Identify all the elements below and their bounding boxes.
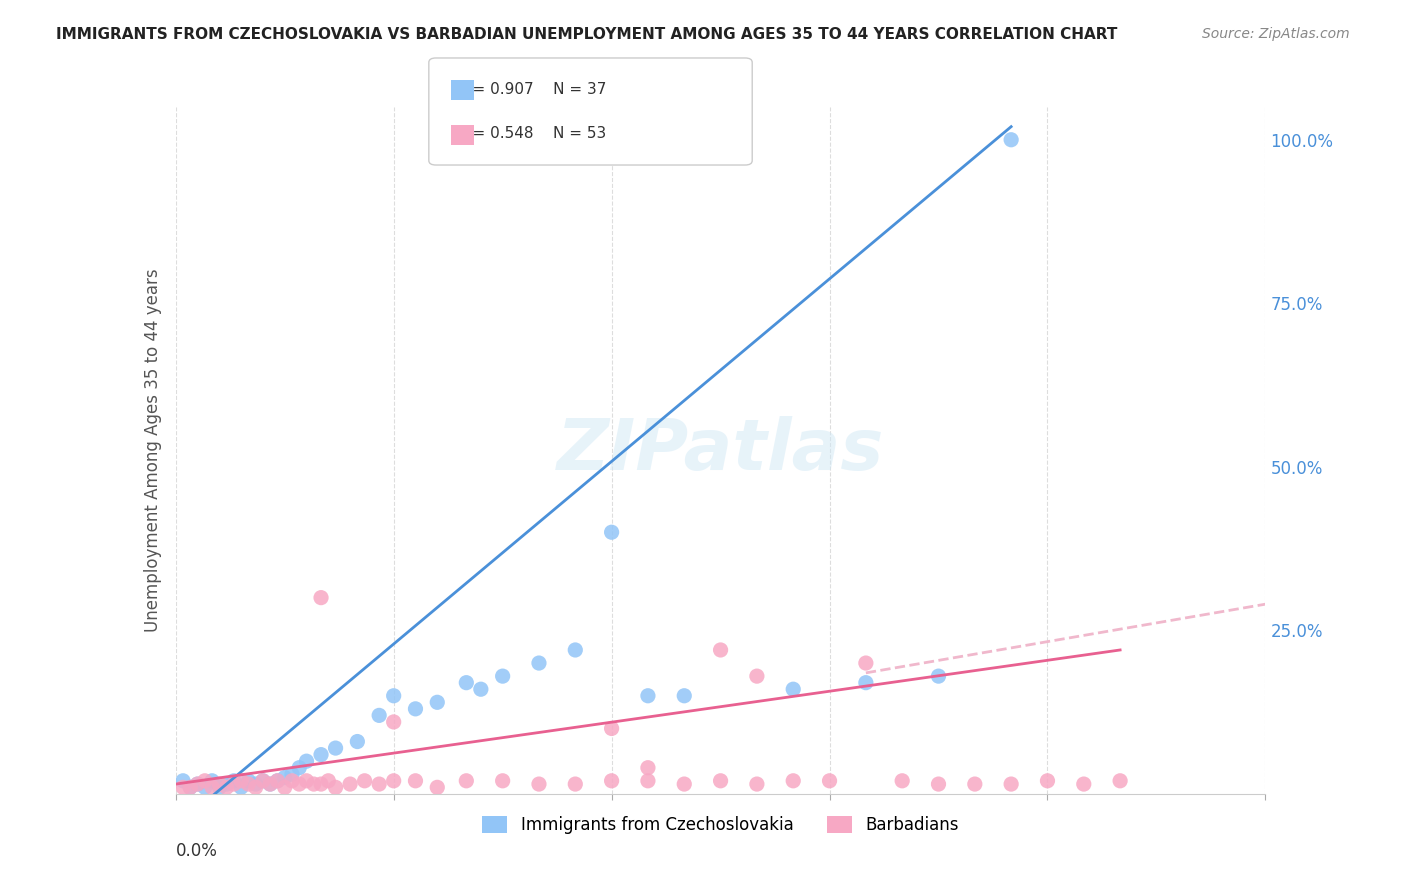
Point [564,643,586,657]
Point [281,767,304,781]
Point [600,722,623,736]
Y-axis label: Unemployment Among Ages 35 to 44 years: Unemployment Among Ages 35 to 44 years [143,268,162,632]
Point [456,773,478,788]
Point [368,777,391,791]
Point [673,689,696,703]
Point [368,708,391,723]
Point [201,773,224,788]
Point [855,675,877,690]
Point [231,780,253,795]
Point [405,702,427,716]
Point [215,780,238,795]
Point [637,773,659,788]
Point [527,656,550,670]
Point [309,777,332,791]
Point [710,773,733,788]
Point [928,669,950,683]
Point [281,773,304,788]
Point [426,695,449,709]
Point [295,773,318,788]
Point [295,754,318,768]
Point [346,734,368,748]
Point [215,777,238,791]
Point [238,777,260,791]
Point [172,773,194,788]
Point [288,761,311,775]
Point [1000,777,1022,791]
Point [382,689,405,703]
Point [564,777,586,791]
Point [266,773,288,788]
Point [222,777,245,791]
Text: ZIPatlas: ZIPatlas [557,416,884,485]
Point [456,675,478,690]
Point [855,656,877,670]
Point [186,777,209,791]
Point [891,773,914,788]
Point [266,773,288,788]
Point [179,780,201,795]
Text: R = 0.548    N = 53: R = 0.548 N = 53 [457,127,606,141]
Point [309,591,332,605]
Point [274,780,297,795]
Point [382,714,405,729]
Point [963,777,986,791]
Point [222,773,245,788]
Point [309,747,332,762]
Point [245,777,267,791]
Point [1073,777,1095,791]
Point [231,773,253,788]
Point [382,773,405,788]
Point [353,773,375,788]
Point [745,669,768,683]
Point [259,777,281,791]
Text: R = 0.907    N = 37: R = 0.907 N = 37 [457,82,606,96]
Point [745,777,768,791]
Point [339,777,361,791]
Point [782,773,804,788]
Point [238,773,260,788]
Point [274,771,297,785]
Point [818,773,841,788]
Point [194,780,217,795]
Point [318,773,340,788]
Point [782,682,804,697]
Text: 0.0%: 0.0% [176,842,218,860]
Point [527,777,550,791]
Point [252,773,274,788]
Point [1109,773,1132,788]
Point [426,780,449,795]
Point [600,773,623,788]
Point [186,777,209,791]
Point [252,773,274,788]
Point [673,777,696,791]
Point [259,777,281,791]
Point [600,525,623,540]
Point [405,773,427,788]
Point [492,669,515,683]
Point [172,780,194,795]
Point [710,643,733,657]
Point [637,689,659,703]
Text: Source: ZipAtlas.com: Source: ZipAtlas.com [1202,27,1350,41]
Point [1036,773,1059,788]
Text: IMMIGRANTS FROM CZECHOSLOVAKIA VS BARBADIAN UNEMPLOYMENT AMONG AGES 35 TO 44 YEA: IMMIGRANTS FROM CZECHOSLOVAKIA VS BARBAD… [56,27,1118,42]
Point [208,777,231,791]
Legend: Immigrants from Czechoslovakia, Barbadians: Immigrants from Czechoslovakia, Barbadia… [475,809,966,840]
Point [245,780,267,795]
Point [179,780,201,795]
Point [208,780,231,795]
Point [637,761,659,775]
Point [928,777,950,791]
Point [470,682,492,697]
Point [201,780,224,795]
Point [492,773,515,788]
Point [325,741,347,756]
Point [1000,133,1022,147]
Point [194,773,217,788]
Point [288,777,311,791]
Point [302,777,325,791]
Point [325,780,347,795]
